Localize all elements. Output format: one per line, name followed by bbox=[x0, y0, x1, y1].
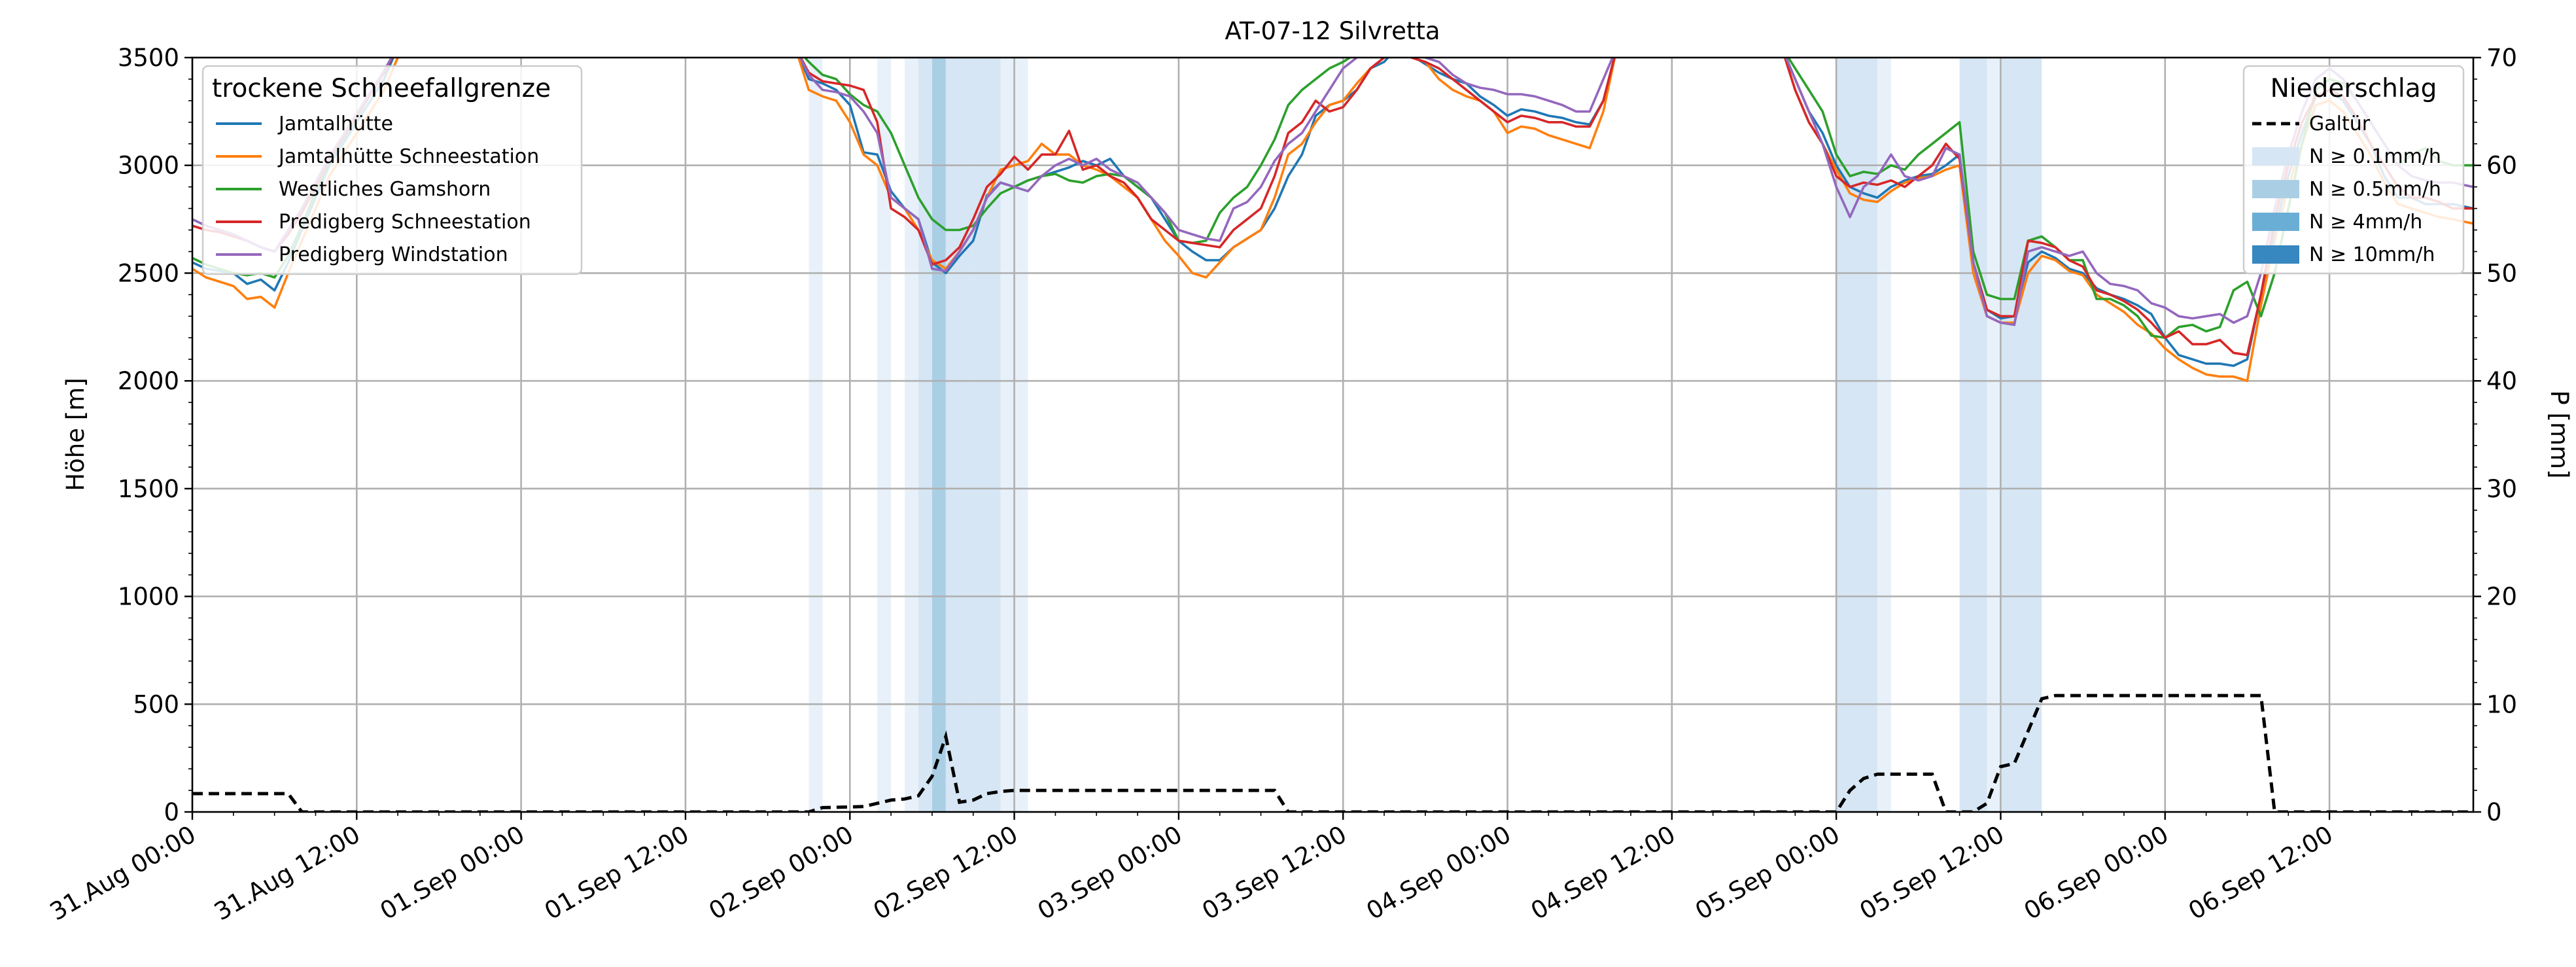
precip-band-0 bbox=[809, 58, 823, 812]
precip-band-12 bbox=[2000, 58, 2042, 812]
legend-band-label-0: N ≥ 0.1mm/h bbox=[2309, 145, 2441, 168]
y-tick-label-right-2: 20 bbox=[2486, 583, 2517, 611]
chart-title: AT-07-12 Silvretta bbox=[1225, 17, 1440, 45]
legend-band-swatch-0 bbox=[2252, 147, 2299, 166]
legend-band-swatch-1 bbox=[2252, 180, 2299, 198]
legend-precip-line-label: Galtür bbox=[2309, 113, 2371, 135]
y-tick-label-left-2: 1000 bbox=[118, 583, 179, 611]
y-tick-label-right-6: 60 bbox=[2486, 152, 2517, 180]
y-tick-label-left-5: 2500 bbox=[118, 259, 179, 287]
precip-series-line bbox=[192, 694, 2473, 812]
precip-band-6 bbox=[973, 58, 1001, 812]
precip-band-5 bbox=[945, 58, 973, 812]
series-lines bbox=[192, 58, 2473, 382]
precip-band-3 bbox=[918, 58, 932, 812]
y-tick-label-right-1: 10 bbox=[2486, 690, 2517, 718]
y-tick-label-left-4: 2000 bbox=[118, 367, 179, 395]
precip-band-1 bbox=[877, 58, 892, 812]
plot-frame bbox=[191, 56, 2475, 813]
legend-left-title: trockene Schneefallgrenze bbox=[212, 74, 551, 103]
y-tick-label-left-7: 3500 bbox=[118, 44, 179, 72]
legend-left-frame bbox=[201, 65, 583, 275]
precip-line-group bbox=[192, 694, 2473, 812]
precip-band-8 bbox=[1836, 58, 1877, 812]
series-line-4 bbox=[192, 58, 2473, 326]
y-tick-label-left-3: 1500 bbox=[118, 475, 179, 503]
precip-band-2 bbox=[905, 58, 918, 812]
legend-left-label-4: Predigberg Windstation bbox=[279, 243, 508, 266]
precip-band-4 bbox=[931, 58, 946, 812]
y-tick-label-left-6: 3000 bbox=[118, 152, 179, 180]
y-tick-label-right-0: 0 bbox=[2486, 798, 2502, 826]
legend-left-label-2: Westliches Gamshorn bbox=[279, 178, 491, 201]
legend-band-swatch-2 bbox=[2252, 213, 2299, 231]
y-tick-label-right-3: 30 bbox=[2486, 475, 2517, 503]
y-tick-label-left-0: 0 bbox=[164, 798, 179, 826]
precip-band-11 bbox=[1987, 58, 2001, 812]
y-tick-label-left-1: 500 bbox=[133, 690, 179, 718]
precip-band-9 bbox=[1877, 58, 1891, 812]
legend-band-label-2: N ≥ 4mm/h bbox=[2309, 211, 2422, 234]
legend-left-label-1: Jamtalhütte Schneestation bbox=[277, 145, 539, 168]
series-line-3 bbox=[192, 58, 2473, 357]
legend-band-label-3: N ≥ 10mm/h bbox=[2309, 243, 2435, 266]
y-tick-label-right-4: 40 bbox=[2486, 367, 2517, 395]
legend-right: Niederschlag Galtür N ≥ 0.1mm/h N ≥ 0.5mm… bbox=[2242, 65, 2465, 275]
legend-left-label-3: Predigberg Schneestation bbox=[279, 211, 531, 234]
series-line-0 bbox=[192, 58, 2473, 367]
y-axis-label-left: Höhe [m] bbox=[61, 378, 90, 491]
legend-band-label-1: N ≥ 0.5mm/h bbox=[2309, 178, 2441, 201]
y-tick-label-right-5: 50 bbox=[2486, 259, 2517, 287]
legend-right-title: Niederschlag bbox=[2271, 74, 2437, 103]
legend-left: trockene Schneefallgrenze Jamtalhütte Jam… bbox=[201, 65, 583, 275]
legend-band-swatch-3 bbox=[2252, 245, 2299, 264]
y-tick-label-right-7: 70 bbox=[2486, 44, 2517, 72]
legend-left-label-0: Jamtalhütte bbox=[277, 113, 393, 135]
series-line-1 bbox=[192, 58, 2473, 382]
precip-bands bbox=[809, 58, 2042, 812]
series-line-2 bbox=[192, 58, 2473, 340]
y-axis-label-right: P [mm] bbox=[2545, 390, 2573, 478]
